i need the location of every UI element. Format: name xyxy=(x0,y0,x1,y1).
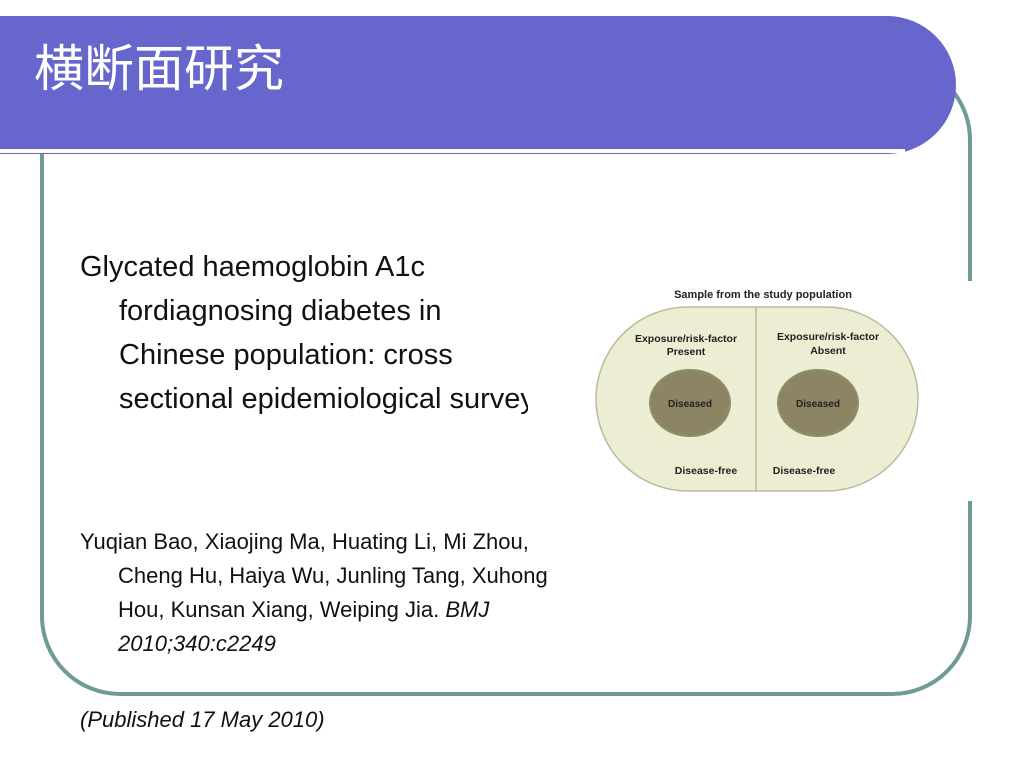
authors-list: Yuqian Bao, Xiaojing Ma, Huating Li, Mi … xyxy=(80,529,548,622)
study-population-diagram: Sample from the study population Exposur… xyxy=(528,281,974,501)
left-diseased-label: Diseased xyxy=(668,399,712,410)
left-exposure-label: Exposure/risk-factor xyxy=(635,333,737,345)
journal-reference: BMJ 2010;340:c2249 xyxy=(118,597,490,656)
published-date: (Published 17 May 2010) xyxy=(80,707,325,732)
right-exposure-label: Exposure/risk-factor xyxy=(777,331,879,343)
right-disease-free-label: Disease-free xyxy=(773,465,836,477)
diagram-heading: Sample from the study population xyxy=(674,289,852,301)
left-diseased-circle xyxy=(649,369,731,437)
left-disease-free-label: Disease-free xyxy=(675,465,738,477)
title-banner xyxy=(0,16,956,154)
banner-divider xyxy=(0,149,905,153)
paper-title: Glycated haemoglobin A1c fordiagnosing d… xyxy=(80,245,540,470)
right-diseased-label: Diseased xyxy=(796,399,840,410)
right-diseased-circle xyxy=(777,369,859,437)
right-exposure-status: Absent xyxy=(810,345,846,357)
paper-title-text: Glycated haemoglobin A1c fordiagnosing d… xyxy=(80,251,535,415)
citation-text: Yuqian Bao, Xiaojing Ma, Huating Li, Mi … xyxy=(80,525,570,661)
left-exposure-status: Present xyxy=(667,346,706,358)
slide-title: 横断面研究 xyxy=(34,40,284,98)
paper-citation: Yuqian Bao, Xiaojing Ma, Huating Li, Mi … xyxy=(80,525,570,661)
population-capsule xyxy=(595,306,919,492)
